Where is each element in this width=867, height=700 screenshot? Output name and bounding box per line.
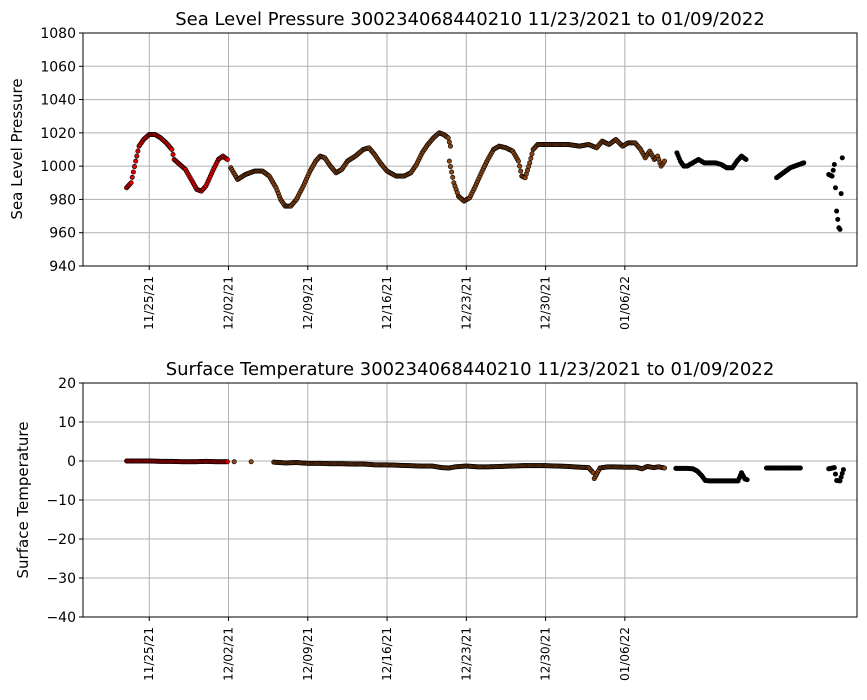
data-point-earliest bbox=[834, 208, 840, 214]
x-tick-label: 12/30/21 bbox=[539, 276, 553, 330]
data-point-earliest bbox=[829, 173, 835, 179]
x-tick-label: 12/02/21 bbox=[222, 627, 236, 681]
data-point-recent bbox=[133, 158, 139, 164]
data-point-older bbox=[527, 160, 533, 166]
y-tick-label: −10 bbox=[46, 493, 76, 509]
data-point-earliest bbox=[830, 167, 836, 173]
y-tick-label: 10 bbox=[58, 415, 76, 431]
plot-frame bbox=[82, 32, 858, 267]
data-point-earliest bbox=[832, 471, 838, 477]
y-tick-label: 980 bbox=[49, 192, 76, 208]
data-point-earliest bbox=[744, 477, 750, 483]
y-axis-label: Surface Temperature bbox=[14, 422, 32, 579]
y-tick-label: 1080 bbox=[40, 26, 76, 42]
data-point-recent bbox=[170, 151, 176, 157]
data-point-recent bbox=[224, 156, 230, 162]
data-point-recent bbox=[129, 174, 135, 180]
x-tick-label: 12/30/21 bbox=[539, 627, 553, 681]
data-point-older bbox=[528, 155, 534, 161]
x-tick-label: 12/16/21 bbox=[380, 276, 394, 330]
data-point-older bbox=[661, 158, 667, 164]
data-point-older bbox=[517, 163, 523, 169]
y-tick-label: 20 bbox=[58, 376, 76, 392]
data-point-recent bbox=[134, 153, 140, 159]
data-point-earliest bbox=[743, 156, 749, 162]
data-point-older bbox=[661, 465, 667, 471]
y-tick-label: 0 bbox=[67, 454, 76, 470]
x-tick-label: 01/06/22 bbox=[618, 276, 632, 330]
data-point-earliest bbox=[797, 465, 803, 471]
y-tick-label: −20 bbox=[46, 532, 76, 548]
data-point-older bbox=[447, 143, 453, 149]
data-point-earliest bbox=[838, 191, 844, 197]
x-tick-label: 11/25/21 bbox=[142, 627, 156, 681]
y-tick-label: 1020 bbox=[40, 126, 76, 142]
data-point-earliest bbox=[835, 216, 841, 222]
data-point-recent bbox=[128, 180, 134, 186]
data-point-older bbox=[446, 139, 452, 145]
y-tick-label: −30 bbox=[46, 571, 76, 587]
data-point-older bbox=[248, 459, 254, 465]
data-point-earliest bbox=[831, 465, 837, 471]
x-tick-label: 12/23/21 bbox=[459, 627, 473, 681]
data-point-recent bbox=[224, 459, 230, 465]
x-tick-label: 12/16/21 bbox=[380, 627, 394, 681]
data-point-recent bbox=[130, 169, 136, 175]
chart-sea-level-pressure: Sea Level Pressure 300234068440210 11/23… bbox=[8, 9, 858, 330]
chart-title: Surface Temperature 300234068440210 11/2… bbox=[166, 359, 775, 380]
y-tick-label: 940 bbox=[49, 259, 76, 275]
x-tick-label: 11/25/21 bbox=[142, 276, 156, 330]
x-tick-label: 01/06/22 bbox=[618, 627, 632, 681]
x-tick-label: 12/23/21 bbox=[459, 276, 473, 330]
x-tick-label: 12/09/21 bbox=[301, 627, 315, 681]
data-point-older bbox=[447, 164, 453, 170]
data-point-earliest bbox=[839, 155, 845, 161]
data-point-recent bbox=[135, 148, 141, 154]
data-point-recent bbox=[132, 164, 138, 170]
data-point-earliest bbox=[831, 161, 837, 167]
chart-surface-temperature: Surface Temperature 300234068440210 11/2… bbox=[14, 359, 858, 681]
y-tick-label: 960 bbox=[49, 226, 76, 242]
x-tick-label: 12/02/21 bbox=[222, 276, 236, 330]
data-point-older bbox=[515, 158, 521, 164]
data-point-older bbox=[445, 135, 451, 141]
x-tick-label: 12/09/21 bbox=[301, 276, 315, 330]
chart-title: Sea Level Pressure 300234068440210 11/23… bbox=[175, 9, 765, 30]
data-point-recent bbox=[169, 147, 175, 153]
data-point-earliest bbox=[801, 160, 807, 166]
y-tick-label: 1040 bbox=[40, 93, 76, 109]
data-point-older bbox=[231, 459, 237, 465]
data-point-earliest bbox=[840, 467, 846, 473]
data-point-older bbox=[446, 158, 452, 164]
data-point-older bbox=[449, 169, 455, 175]
y-tick-label: 1060 bbox=[40, 59, 76, 75]
data-point-older bbox=[529, 151, 535, 157]
y-tick-label: −40 bbox=[46, 610, 76, 626]
y-tick-label: 1000 bbox=[40, 159, 76, 175]
data-point-earliest bbox=[837, 226, 843, 232]
data-point-older bbox=[518, 168, 524, 174]
y-axis-label: Sea Level Pressure bbox=[8, 78, 26, 219]
data-point-older bbox=[450, 174, 456, 180]
data-point-earliest bbox=[832, 185, 838, 191]
